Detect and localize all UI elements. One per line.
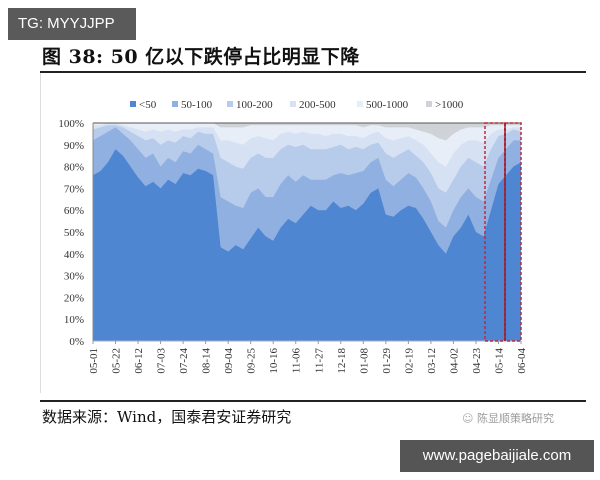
figure-title: 图 38: 50 亿以下跌停占比明显下降	[42, 46, 360, 68]
svg-text:10-16: 10-16	[268, 348, 280, 374]
svg-text:50%: 50%	[64, 227, 84, 239]
svg-text:09-04: 09-04	[223, 348, 235, 374]
svg-text:06-04: 06-04	[516, 348, 528, 374]
svg-text:0%: 0%	[69, 336, 84, 348]
svg-text:01-29: 01-29	[381, 348, 393, 374]
svg-text:04-23: 04-23	[471, 348, 483, 374]
svg-text:12-18: 12-18	[336, 348, 348, 374]
svg-text:05-01: 05-01	[88, 348, 100, 374]
source-divider	[40, 400, 586, 402]
svg-text:500-1000: 500-1000	[366, 99, 409, 111]
svg-text:90%: 90%	[64, 140, 84, 152]
svg-text:09-25: 09-25	[246, 348, 258, 374]
svg-text:100%: 100%	[58, 118, 84, 130]
svg-text:05-22: 05-22	[111, 348, 123, 374]
svg-text:06-12: 06-12	[133, 348, 145, 374]
svg-text:200-500: 200-500	[299, 99, 336, 111]
svg-text:08-14: 08-14	[201, 348, 213, 374]
highlight-boxes	[484, 122, 522, 342]
svg-text:>1000: >1000	[435, 99, 464, 111]
watermark-badge-top: TG: MYYJJPP	[8, 8, 136, 40]
wechat-watermark: ☺ 陈显顺策略研究	[462, 410, 554, 426]
svg-text:20%: 20%	[64, 292, 84, 304]
svg-text:07-03: 07-03	[156, 348, 168, 374]
svg-text:70%: 70%	[64, 183, 84, 195]
panel-border	[40, 73, 41, 393]
svg-text:01-08: 01-08	[358, 348, 370, 374]
svg-text:11-27: 11-27	[313, 348, 325, 374]
svg-text:<50: <50	[139, 99, 157, 111]
svg-text:60%: 60%	[64, 205, 84, 217]
svg-text:100-200: 100-200	[236, 99, 273, 111]
area-series	[93, 149, 521, 341]
svg-text:03-12: 03-12	[426, 348, 438, 374]
svg-text:04-02: 04-02	[448, 348, 460, 374]
chart-areas	[93, 122, 521, 342]
wechat-icon: ☺	[462, 412, 477, 425]
svg-text:11-06: 11-06	[291, 348, 303, 374]
svg-text:40%: 40%	[64, 249, 84, 261]
svg-text:05-14: 05-14	[493, 348, 505, 374]
watermark-badge-bottom: www.pagebaijiale.com	[400, 440, 594, 472]
svg-text:10%: 10%	[64, 314, 84, 326]
svg-text:02-19: 02-19	[403, 348, 415, 374]
y-axis: 0% 10% 20% 30% 40% 50% 60% 70% 80% 90% 100%	[58, 118, 94, 348]
svg-text:80%: 80%	[64, 162, 84, 174]
wechat-label: 陈显顺策略研究	[476, 412, 554, 425]
title-divider	[40, 71, 586, 73]
svg-text:50-100: 50-100	[181, 99, 213, 111]
data-source: 数据来源：Wind，国泰君安证券研究	[42, 408, 292, 426]
x-axis: 05-01 05-22 06-12 07-03 07-24 08-14 09-04 09-25…	[88, 340, 528, 374]
svg-text:07-24: 07-24	[178, 348, 190, 374]
chart-legend: <50 50-100 100-200 200-500 500-1000 >1000	[130, 99, 464, 111]
svg-text:30%: 30%	[64, 271, 84, 283]
